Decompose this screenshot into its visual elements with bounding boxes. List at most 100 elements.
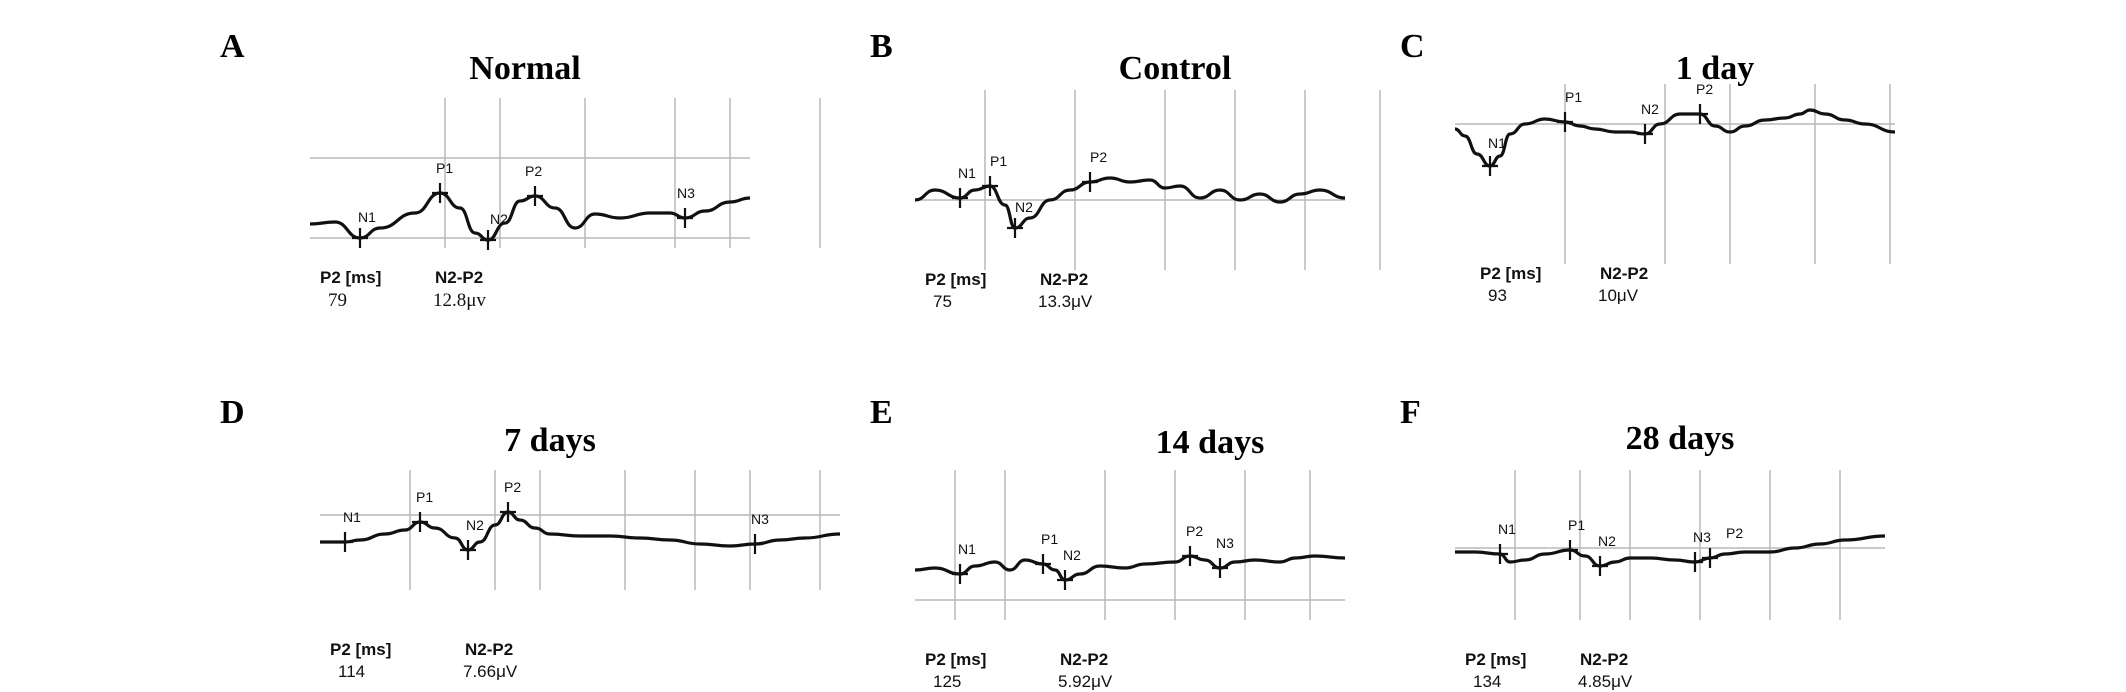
- peak-marker-p1: [1035, 554, 1051, 574]
- amplitude-label: N2-P2: [1600, 264, 1649, 283]
- vep-trace: [1454, 108, 1896, 168]
- peak-marker-n1: [337, 532, 353, 552]
- peak-label: P2: [1696, 81, 1713, 97]
- peak-label: P2: [504, 479, 521, 495]
- peak-label: P1: [416, 489, 433, 505]
- peak-marker-n3: [1212, 558, 1228, 578]
- vep-trace: [1455, 534, 1886, 568]
- peak-marker-p2: [500, 502, 516, 522]
- peak-marker-n3: [747, 534, 763, 554]
- panel-c: C 1 day N1 P1 N2 P2 P2 [ms] 93 N2-P2 10μV: [1400, 20, 2000, 310]
- peak-label: P1: [436, 160, 453, 176]
- peak-label: N1: [958, 165, 976, 181]
- peak-marker-p2: [527, 186, 543, 206]
- peak-label: N2: [490, 211, 508, 227]
- peak-marker-n1: [952, 188, 968, 208]
- peak-marker-n2: [1057, 570, 1073, 590]
- peak-marker-n2: [1592, 556, 1608, 576]
- peak-label: N2: [1598, 533, 1616, 549]
- panel-letter: C: [1400, 28, 1425, 65]
- amplitude-label: N2-P2: [435, 268, 484, 287]
- amplitude-label: N2-P2: [1040, 270, 1089, 289]
- panel-letter: E: [870, 394, 893, 431]
- peak-label: P1: [1565, 89, 1582, 105]
- peak-marker-p2: [1182, 546, 1198, 566]
- peak-marker-n3: [677, 208, 693, 228]
- waveform-plot: N1 P1 N2 P2 N3: [309, 98, 821, 250]
- p2-latency-label: P2 [ms]: [330, 640, 392, 659]
- panel-letter: D: [220, 394, 245, 431]
- peak-marker-n2: [1007, 218, 1023, 238]
- vep-trace: [914, 176, 1346, 230]
- peak-label: N2: [1641, 101, 1659, 117]
- peak-marker-p1: [412, 512, 428, 532]
- p2-latency-label: P2 [ms]: [1465, 650, 1527, 669]
- vep-trace: [309, 191, 751, 242]
- amplitude-label: N2-P2: [1060, 650, 1109, 669]
- peak-label: N1: [958, 541, 976, 557]
- panel-e: E 14 days N1 P1 N2 P2 N3 P2 [ms] 125 N2-P2 5.92μV: [870, 390, 1470, 691]
- peak-label: P2: [1726, 525, 1743, 541]
- peak-marker-p1: [1557, 112, 1573, 132]
- peak-marker-n1: [952, 564, 968, 584]
- p2-latency-value: 79: [328, 290, 347, 311]
- p2-latency-value: 134: [1473, 672, 1502, 691]
- panel-title: Normal: [469, 50, 581, 87]
- panel-d: D 7 days N1 P1 N2 P2 N3 P2 [ms] 114 N2-P2 7.66μV: [220, 390, 841, 681]
- peak-marker-n2: [460, 540, 476, 560]
- peak-label: N2: [466, 517, 484, 533]
- peak-label: N3: [1693, 529, 1711, 545]
- peak-label: P1: [1041, 531, 1058, 547]
- peak-marker-p1: [432, 183, 448, 203]
- amplitude-label: N2-P2: [1580, 650, 1629, 669]
- peak-label: N2: [1015, 199, 1033, 215]
- p2-latency-label: P2 [ms]: [1480, 264, 1542, 283]
- amplitude-value: 5.92μV: [1058, 672, 1113, 691]
- peak-label: N3: [1216, 535, 1234, 551]
- peak-marker-n3: [1687, 552, 1703, 572]
- amplitude-value: 13.3μV: [1038, 292, 1093, 311]
- peak-label: N1: [1488, 135, 1506, 151]
- panel-title: Control: [1118, 50, 1232, 87]
- peak-label: P1: [990, 153, 1007, 169]
- waveform-plot: N1 P1 N2 P2: [914, 90, 1381, 270]
- vep-trace: [914, 554, 1346, 582]
- panel-title: 1 day: [1675, 50, 1755, 87]
- p2-latency-value: 75: [933, 292, 952, 311]
- amplitude-value: 4.85μV: [1578, 672, 1633, 691]
- panel-letter: A: [220, 28, 245, 65]
- amplitude-label: N2-P2: [465, 640, 514, 659]
- p2-latency-label: P2 [ms]: [320, 268, 382, 287]
- peak-label: P2: [1090, 149, 1107, 165]
- p2-latency-value: 114: [338, 662, 366, 681]
- waveform-plot: N1 P1 N2 P2: [1454, 81, 1896, 264]
- peak-marker-p2: [1692, 104, 1708, 124]
- peak-label: N1: [343, 509, 361, 525]
- peak-label: P2: [525, 163, 542, 179]
- amplitude-value: 10μV: [1598, 286, 1639, 305]
- panel-letter: F: [1400, 394, 1421, 431]
- peak-label: P2: [1186, 523, 1203, 539]
- panel-title: 7 days: [504, 422, 596, 459]
- amplitude-value: 12.8μv: [433, 290, 486, 311]
- peak-marker-n2: [480, 230, 496, 250]
- peak-marker-p2: [1082, 172, 1098, 192]
- peak-marker-p2: [1702, 548, 1718, 568]
- peak-marker-n2: [1637, 124, 1653, 144]
- peak-marker-n1: [1482, 156, 1498, 176]
- panel-f: F 28 days N1 P1 N2 N3 P2 P2 [ms] 134 N2-P2 4.85μV: [1400, 390, 2000, 691]
- peak-marker-p1: [982, 176, 998, 196]
- peak-label: N1: [358, 209, 376, 225]
- waveform-plot: N1 P1 N2 N3 P2: [1455, 470, 1886, 620]
- peak-label: N2: [1063, 547, 1081, 563]
- panel-title: 14 days: [1155, 424, 1265, 461]
- peak-label: N3: [751, 511, 769, 527]
- p2-latency-label: P2 [ms]: [925, 270, 987, 289]
- panel-a: A Normal N1 P1 N2 P2 N3 P2 [ms] 79 N2-P2 12.8μv: [220, 20, 821, 311]
- amplitude-value: 7.66μV: [463, 662, 518, 681]
- peak-label: N3: [677, 185, 695, 201]
- peak-marker-p1: [1562, 540, 1578, 560]
- peak-marker-n1: [1492, 544, 1508, 564]
- p2-latency-value: 125: [933, 672, 962, 691]
- panel-letter: B: [870, 28, 893, 65]
